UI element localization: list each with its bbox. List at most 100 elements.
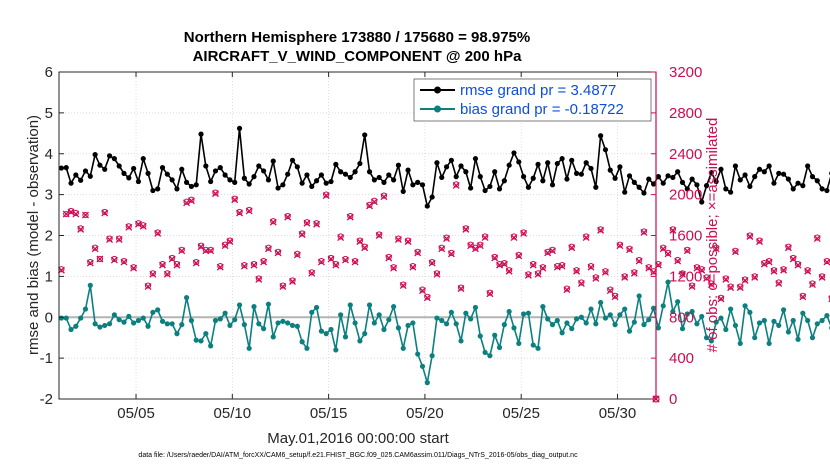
obs-assimilated-stroke (573, 267, 581, 275)
obs-assimilated-point (207, 247, 215, 255)
obs-assimilated-stroke (399, 282, 407, 290)
obs-assimilated-point (481, 234, 489, 242)
bias-point (771, 318, 777, 324)
obs-assimilated-stroke (346, 213, 354, 221)
obs-assimilated-point (399, 282, 407, 290)
bias-point (78, 315, 84, 321)
obs-assimilated-point (187, 197, 195, 205)
obs-possible-point (260, 257, 267, 265)
rmse-point (506, 162, 512, 168)
rmse-point (554, 160, 560, 167)
obs-assimilated-stroke (178, 247, 186, 255)
obs-assimilated-point (476, 242, 484, 250)
obs-possible-point (164, 270, 171, 277)
obs-assimilated-stroke (698, 266, 706, 274)
obs-assimilated-point (284, 213, 292, 221)
obs-assimilated-stroke (303, 219, 311, 227)
bias-point (395, 325, 402, 331)
obs-possible-point (611, 292, 619, 299)
bias-point (236, 302, 243, 308)
obs-assimilated-point (741, 277, 749, 284)
obs-possible-point (351, 257, 359, 265)
obs-assimilated-stroke (274, 249, 282, 257)
bias-point (73, 323, 79, 329)
bias-point (728, 306, 734, 312)
bias-point (468, 316, 474, 322)
obs-assimilated-stroke (226, 238, 234, 246)
obs-assimilated-stroke (82, 211, 89, 219)
obs-possible-point (481, 233, 489, 240)
obs-assimilated-point (664, 250, 672, 258)
rmse-point (607, 167, 613, 173)
obs-assimilated-stroke (486, 290, 494, 298)
obs-possible-point (520, 229, 527, 236)
obs-assimilated-point (86, 259, 94, 267)
obs-assimilated-stroke (520, 229, 528, 237)
bias-point (588, 306, 594, 312)
obs-possible-point (539, 264, 546, 271)
bias-point (386, 317, 392, 323)
bias-point (477, 333, 483, 339)
rmse-point (535, 161, 541, 167)
rmse-point (270, 158, 276, 164)
obs-assimilated-stroke (313, 220, 321, 228)
rmse-point (328, 178, 334, 185)
obs-possible-point (578, 279, 585, 286)
rmse-point (492, 169, 498, 175)
bias-point (82, 306, 89, 312)
rmse-point (468, 185, 474, 191)
rmse-point (511, 150, 517, 156)
obs-possible-point (607, 286, 614, 293)
obs-possible-point (120, 257, 128, 265)
obs-assimilated-stroke (563, 286, 571, 294)
obs-assimilated-point (149, 270, 157, 278)
rmse-point (699, 199, 705, 205)
obs-assimilated-point (626, 246, 633, 254)
obs-assimilated-point (804, 267, 812, 275)
y-tick-label: 2 (45, 228, 53, 245)
obs-possible-point (679, 270, 686, 277)
bias-point (419, 363, 426, 369)
rmse-point (737, 177, 743, 183)
obs-possible-point (525, 271, 532, 278)
obs-assimilated-point (679, 270, 686, 278)
bias-point (655, 325, 662, 331)
obs-possible-point (491, 253, 498, 261)
obs-assimilated-stroke (736, 284, 744, 292)
obs-possible-point (510, 233, 518, 240)
obs-possible-point (294, 250, 301, 257)
obs-assimilated-point (534, 270, 542, 278)
obs-assimilated-point (640, 228, 648, 236)
bias-point (718, 315, 724, 321)
rmse-point (102, 166, 108, 172)
x-axis: 05/05 05/10 05/15 05/20 05/25 05/30 (117, 72, 636, 422)
rmse-point (578, 171, 584, 177)
obs-assimilated-point (510, 234, 518, 242)
obs-assimilated-stroke (587, 263, 595, 271)
obs-possible-point (169, 254, 176, 262)
obs-possible-point (819, 273, 826, 280)
rmse-point (708, 169, 714, 176)
obs-count-series (57, 181, 830, 403)
bias-point (501, 322, 507, 328)
rmse-point (236, 125, 243, 132)
bias-point (338, 312, 344, 318)
y-axis-left: -2 -1 0 1 2 3 4 5 6 (40, 64, 64, 408)
obs-assimilated-point (322, 192, 330, 200)
obs-assimilated-stroke (332, 261, 340, 269)
bias-point (169, 321, 175, 327)
obs-assimilated-stroke (192, 259, 200, 267)
bias-point (540, 304, 546, 310)
obs-assimilated-stroke (67, 208, 75, 216)
rmse-point (299, 180, 305, 186)
bias-point (631, 319, 637, 325)
bias-point (636, 293, 642, 299)
obs-possible-point (775, 279, 782, 286)
rmse-point (650, 181, 657, 187)
bias-point (487, 353, 493, 359)
obs-assimilated-stroke (115, 236, 123, 244)
obs-possible-point (684, 246, 691, 253)
obs-assimilated-point (394, 236, 402, 244)
obs-assimilated-stroke (62, 210, 70, 218)
